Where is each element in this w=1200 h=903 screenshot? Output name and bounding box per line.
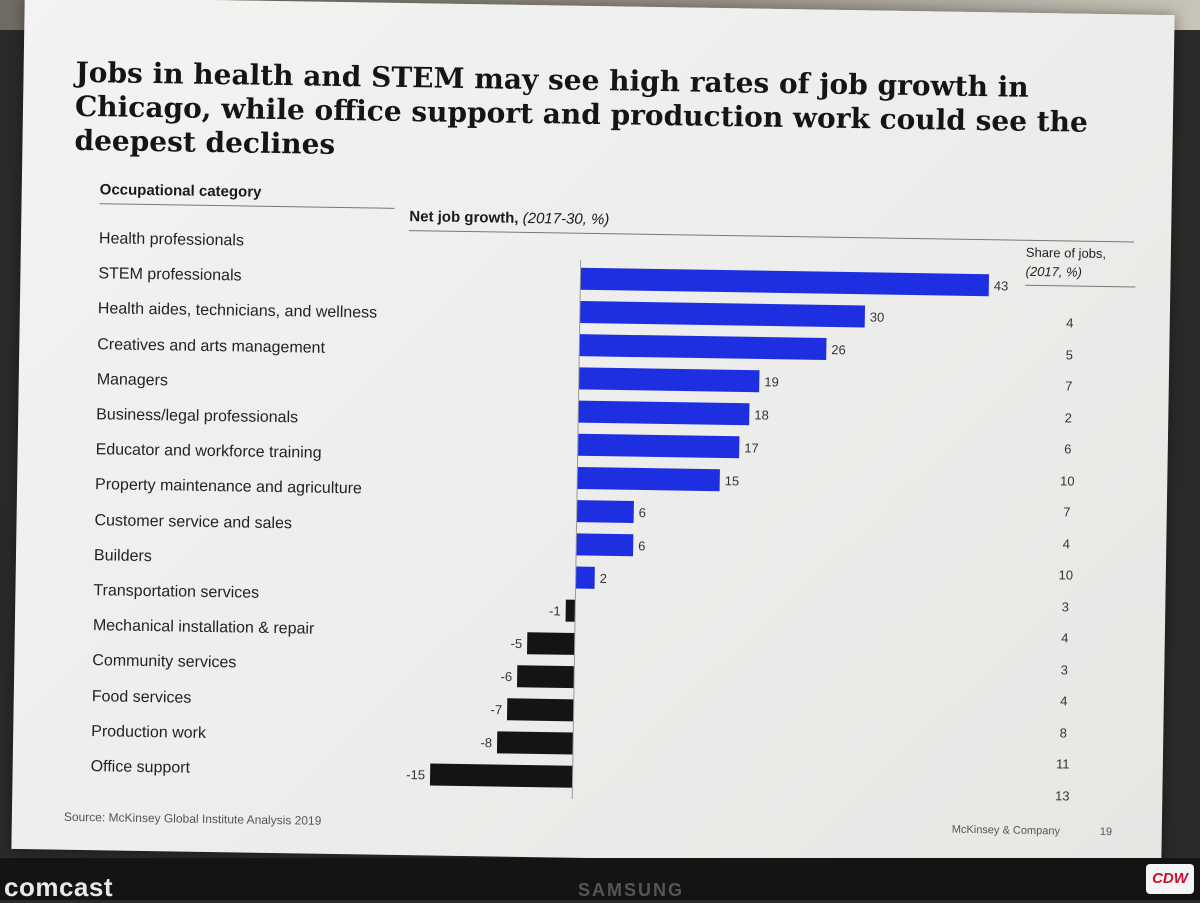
bar (579, 334, 827, 361)
bar (578, 367, 760, 393)
bar (506, 698, 574, 722)
bar-value-label: 17 (744, 440, 759, 455)
bar-value-label: 18 (754, 407, 769, 422)
comcast-logo: comcast (4, 872, 113, 902)
bar (579, 300, 866, 328)
brand-name: McKinsey & Company (951, 823, 1061, 838)
bar (527, 632, 575, 655)
monitor-bezel (0, 858, 1200, 900)
bar-value-label: -15 (406, 767, 425, 782)
bar-value-label: 2 (600, 571, 607, 586)
page-number: 19 (1099, 826, 1113, 839)
bar-value-label: 15 (725, 473, 740, 488)
bar-value-label: 43 (994, 278, 1009, 293)
bar (576, 500, 634, 524)
bar (565, 599, 576, 622)
bar (576, 533, 634, 557)
bar-value-label: -1 (549, 603, 561, 618)
bar-value-label: 6 (639, 505, 646, 520)
bar (516, 665, 575, 689)
bar-chart: 43 30 26 19 18 17 15 6 6 2 -1 -5 -6 -7 -8 -15 (406, 259, 1009, 799)
presentation-slide: Jobs in health and STEM may see high rat… (11, 0, 1175, 867)
bar-value-label: -6 (500, 669, 512, 684)
bar-value-label: -5 (510, 636, 522, 651)
bar-value-label: 6 (638, 538, 645, 553)
bar (580, 267, 990, 297)
bar-value-label: 26 (831, 342, 846, 357)
bar-value-label: -8 (480, 735, 492, 750)
bar-value-label: 19 (764, 374, 779, 389)
samsung-logo: SAMSUNG (578, 880, 685, 900)
bar-value-label: 30 (870, 310, 885, 325)
bar (577, 466, 720, 492)
bar-value-label: -7 (490, 702, 502, 717)
bar (578, 400, 750, 426)
cdw-logo: CDW (1146, 864, 1194, 894)
bar (429, 763, 573, 788)
bar (496, 731, 574, 755)
zero-axis (571, 259, 582, 799)
bar (577, 433, 740, 459)
bar (575, 566, 595, 589)
